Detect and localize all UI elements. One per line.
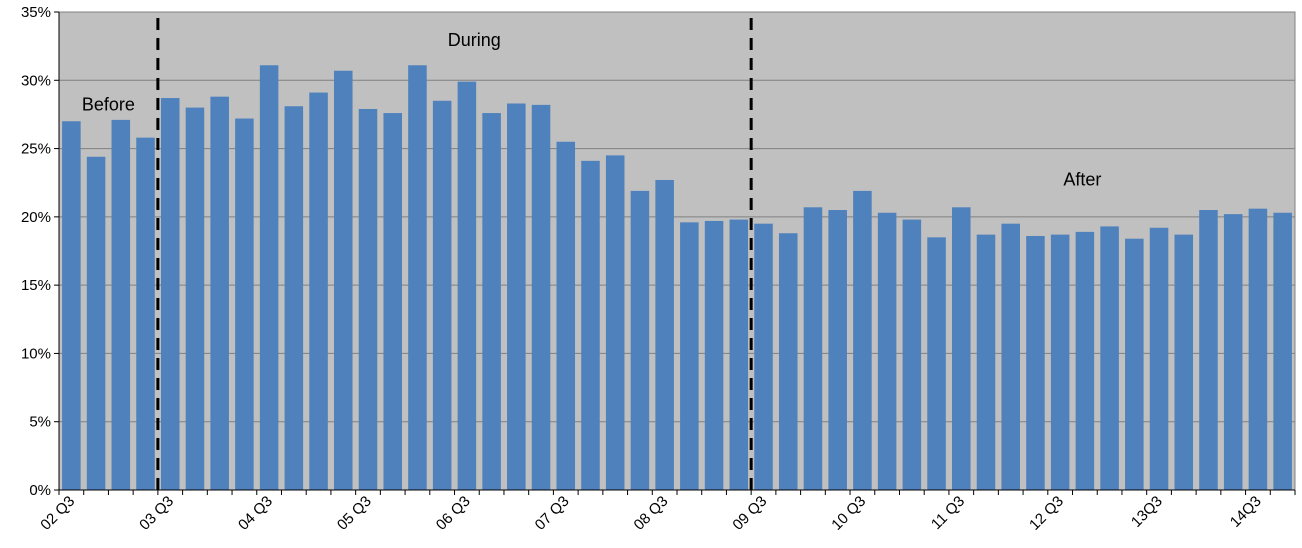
bar bbox=[1149, 227, 1169, 491]
bar bbox=[185, 107, 205, 490]
period-annotation: During bbox=[448, 30, 501, 50]
bar bbox=[1273, 212, 1292, 490]
bar bbox=[482, 113, 501, 490]
bar bbox=[358, 108, 378, 491]
bar bbox=[284, 106, 304, 490]
x-tick-label: 03 Q3 bbox=[136, 493, 177, 534]
bar bbox=[605, 155, 625, 490]
bar bbox=[408, 65, 427, 491]
x-tick-label: 08 Q3 bbox=[631, 493, 672, 534]
bar bbox=[877, 212, 897, 490]
y-tick-label: 25% bbox=[21, 141, 51, 158]
bar bbox=[1100, 226, 1119, 490]
bar bbox=[86, 156, 106, 490]
y-tick-label: 0% bbox=[29, 482, 51, 499]
period-annotation: After bbox=[1063, 169, 1101, 189]
bar bbox=[828, 210, 847, 490]
x-tick-label: 07 Q3 bbox=[532, 493, 573, 534]
bar bbox=[507, 103, 526, 490]
bar bbox=[1174, 234, 1194, 490]
bar bbox=[259, 65, 279, 491]
x-axis: 02 Q3 03 Q3 04 Q3 05 Q3 06 Q3 07 Q3 08 Q3 09 Q3… bbox=[37, 489, 1296, 534]
x-tick-label: 06 Q3 bbox=[433, 493, 474, 534]
x-tick-label: 10 Q3 bbox=[828, 493, 869, 534]
x-tick-label: 05 Q3 bbox=[334, 493, 375, 534]
bar bbox=[383, 113, 402, 490]
bar bbox=[754, 223, 773, 490]
y-tick-label: 35% bbox=[21, 4, 51, 21]
period-dividers bbox=[156, 18, 753, 498]
bar bbox=[432, 100, 452, 491]
bar bbox=[556, 141, 576, 490]
bar bbox=[927, 237, 946, 490]
bar bbox=[1050, 234, 1070, 490]
bar bbox=[902, 219, 922, 491]
x-tick-label: 04 Q3 bbox=[235, 493, 276, 534]
bar bbox=[729, 219, 749, 491]
x-tick-label: 14Q3 bbox=[1227, 493, 1265, 531]
bar bbox=[1075, 231, 1095, 490]
bar bbox=[976, 234, 996, 490]
x-tick-label: 09 Q3 bbox=[729, 493, 770, 534]
period-annotations: Before During After bbox=[82, 30, 1102, 189]
bar bbox=[803, 207, 823, 490]
bar bbox=[1026, 235, 1045, 490]
bar bbox=[655, 179, 674, 491]
x-tick-label: 13Q3 bbox=[1128, 493, 1166, 531]
bar bbox=[334, 70, 353, 491]
bar bbox=[136, 137, 155, 490]
bars bbox=[62, 65, 1292, 491]
x-tick-label: 11 Q3 bbox=[928, 493, 968, 533]
bar bbox=[1199, 210, 1218, 490]
bar bbox=[778, 233, 798, 490]
y-tick-label: 15% bbox=[21, 277, 51, 294]
bar bbox=[1248, 208, 1268, 491]
bar bbox=[581, 160, 600, 490]
bar bbox=[160, 98, 180, 490]
y-tick-label: 30% bbox=[21, 72, 51, 89]
bar bbox=[457, 81, 477, 490]
bar bbox=[309, 92, 328, 490]
bar bbox=[235, 118, 254, 491]
y-axis: 0% 5% 10% 15% 20% 25% 30% 35% bbox=[21, 4, 60, 499]
bar bbox=[704, 220, 724, 490]
bar bbox=[1125, 238, 1144, 490]
bar bbox=[853, 190, 872, 490]
x-tick-label: 12 Q3 bbox=[1026, 493, 1067, 534]
bar bbox=[680, 222, 699, 490]
bar bbox=[952, 207, 971, 490]
bar bbox=[531, 104, 551, 491]
bar bbox=[111, 119, 131, 491]
bar bbox=[630, 190, 650, 490]
period-annotation: Before bbox=[82, 94, 135, 114]
y-tick-label: 20% bbox=[21, 209, 51, 226]
y-tick-label: 10% bbox=[21, 345, 51, 362]
bar bbox=[1001, 223, 1020, 490]
bar bbox=[62, 121, 81, 490]
y-tick-label: 5% bbox=[29, 414, 51, 431]
bar bbox=[1223, 214, 1243, 490]
bar bbox=[210, 96, 229, 490]
